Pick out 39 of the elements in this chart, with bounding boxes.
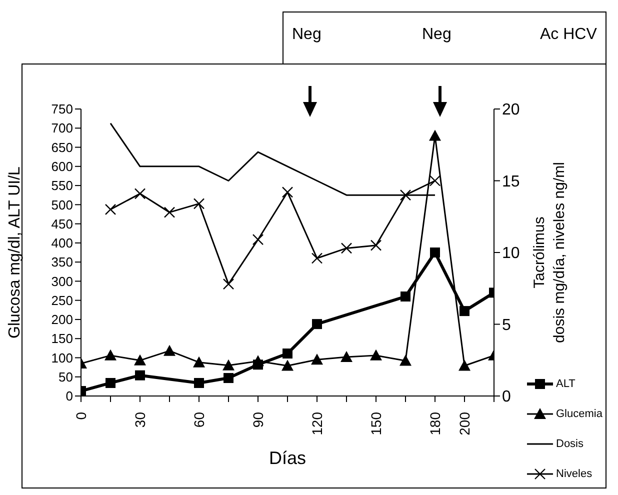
- x-tick-label: 90: [250, 412, 266, 428]
- y-tick-label: 650: [51, 140, 73, 155]
- y2-tick-label: 10: [502, 245, 520, 262]
- y-axis-title: Glucosa mg/dl, ALT UI/L: [6, 166, 24, 338]
- text: Neg: [292, 26, 322, 44]
- text: Ac HCV: [540, 26, 597, 44]
- y-tick-label: 750: [51, 102, 73, 117]
- text: Neg: [422, 26, 452, 44]
- y-tick-label: 50: [58, 369, 73, 384]
- y-tick-label: 400: [51, 236, 73, 251]
- legend-label: ALT: [556, 378, 576, 390]
- legend-label: Glucemia: [556, 408, 602, 420]
- y-tick-label: 350: [51, 254, 73, 270]
- y-tick-label: 700: [51, 120, 73, 136]
- y-tick-label: 250: [51, 292, 73, 308]
- y2-tick-label: 0: [502, 388, 511, 406]
- x-axis-title: Días: [268, 448, 306, 468]
- legend-label: Niveles: [556, 468, 592, 480]
- y-tick-label: 500: [51, 197, 73, 212]
- y-tick-label: 100: [51, 350, 73, 366]
- x-tick-label: 30: [132, 412, 148, 428]
- y-tick-label: 300: [51, 274, 73, 289]
- y2-tick-label: 5: [502, 316, 511, 334]
- y-tick-label: 150: [51, 331, 73, 346]
- x-tick-label: 60: [191, 412, 207, 428]
- y-tick-label: 550: [51, 178, 73, 194]
- x-tick-label: 180: [427, 412, 443, 436]
- y2-axis-title: Tacrólimus dosis mg/día, niveles ng/ml: [531, 162, 568, 343]
- y-tick-label: 600: [51, 159, 73, 174]
- x-tick-label: 120: [309, 412, 325, 436]
- x-tick-label: 0: [73, 412, 89, 420]
- y-tick-label: 200: [51, 312, 73, 328]
- y-tick-label: 450: [51, 216, 73, 232]
- y-tick-label: 0: [66, 388, 73, 404]
- y2-tick-label: 20: [502, 102, 520, 119]
- y2-tick-label: 15: [502, 173, 520, 190]
- legend-label: Dosis: [556, 438, 584, 450]
- x-tick-label: 200: [456, 412, 472, 436]
- x-tick-label: 150: [368, 412, 384, 436]
